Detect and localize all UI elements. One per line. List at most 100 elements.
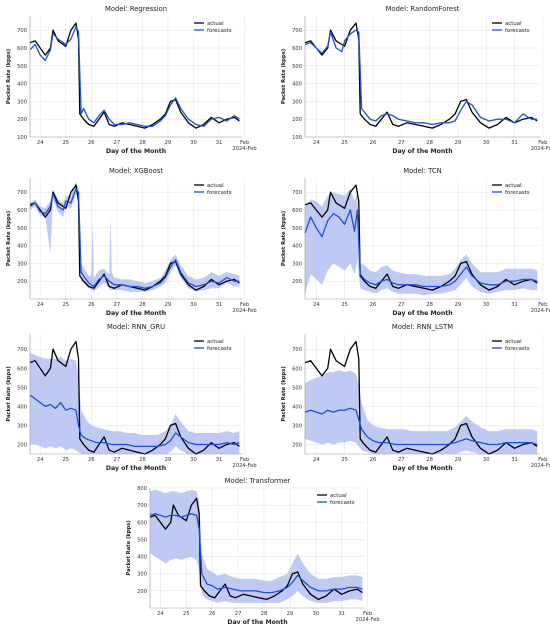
x-axis-label: Day of the Month <box>106 310 166 317</box>
x-axis-label: Day of the Month <box>106 465 166 472</box>
legend-label-forecasts: forecasts <box>207 28 232 34</box>
x-axis-label: Day of the Month <box>392 465 452 472</box>
legend-box <box>191 180 241 197</box>
x-axis-label: Day of the Month <box>106 148 166 155</box>
x-tick-label: 30 <box>483 457 490 463</box>
y-tick-label: 700 <box>17 28 27 34</box>
series-line-forecasts <box>304 29 538 126</box>
x-axis-label: Day of the Month <box>392 148 452 155</box>
series-line-forecasts <box>29 26 240 127</box>
x-tick-label: 26 <box>370 457 377 463</box>
plot-area <box>30 16 242 137</box>
y-tick-label: 500 <box>17 64 27 70</box>
y-tick-label: 600 <box>292 46 302 52</box>
y-axis-label: Packet Rate (kpps) <box>281 211 287 266</box>
x-tick-label: 31 <box>216 302 223 308</box>
y-tick-label: 200 <box>292 442 302 448</box>
x-tick-label: 26 <box>88 140 95 146</box>
y-tick-label: 200 <box>17 279 27 285</box>
x-tick-label: 24 <box>313 140 320 146</box>
y-axis-label: Packet Rate (kpps) <box>6 49 12 104</box>
y-tick-label: 600 <box>17 46 27 52</box>
y-tick-label: 700 <box>17 190 27 196</box>
forecast-interval-band <box>305 188 538 296</box>
legend-label-actual: actual <box>207 21 224 27</box>
legend-label-actual: actual <box>207 183 224 189</box>
y-tick-label: 200 <box>17 117 27 123</box>
x-tick-label: 27 <box>398 457 405 463</box>
x-tick-label: 30 <box>483 140 490 146</box>
chart-panel: 200 300 400 500 600 700 24 25 26 27 28 29 30 31 Feb 202… <box>281 167 550 317</box>
x-tick-label: 24 <box>313 457 320 463</box>
y-tick-label: 500 <box>292 64 302 70</box>
x-tick-label: 28 <box>139 140 146 146</box>
x-tick-label: 25 <box>62 302 69 308</box>
y-tick-label: 300 <box>137 572 147 578</box>
y-tick-label: 700 <box>292 190 302 196</box>
chart-title: Model: Regression <box>105 5 167 13</box>
y-tick-label: 700 <box>137 503 147 509</box>
y-tick-label: 400 <box>137 555 147 561</box>
x-tick-label: 31 <box>511 457 518 463</box>
y-tick-label: 500 <box>17 226 27 232</box>
y-tick-label: 600 <box>137 520 147 526</box>
forecast-interval-band <box>30 353 240 454</box>
x-tick-label: 28 <box>426 457 433 463</box>
chart-panel: 100 200 300 400 500 600 700 24 25 26 27 28 29 30 31 Feb… <box>281 5 550 155</box>
y-tick-label: 200 <box>137 589 147 595</box>
x-tick-label: 31 <box>511 140 518 146</box>
x-tick-label: 25 <box>62 457 69 463</box>
x-axis-label: Day of the Month <box>227 619 287 624</box>
y-tick-label: 600 <box>292 208 302 214</box>
y-axis-label: Packet Rate (kpps) <box>281 49 287 104</box>
chart-panel: 200 300 400 500 600 700 24 25 26 27 28 29 30 31 Feb 202… <box>281 323 550 472</box>
chart-panel: 200 300 400 500 600 700 800 24 25 26 27 28 29 30 31 Feb… <box>126 477 380 624</box>
y-tick-label: 100 <box>292 135 302 141</box>
legend-label-actual: actual <box>505 183 522 189</box>
x-tick-label: 25 <box>183 611 190 617</box>
legend-label-actual: actual <box>330 493 347 499</box>
y-tick-label: 400 <box>17 82 27 88</box>
x-tick-label: 27 <box>114 140 121 146</box>
y-tick-label: 600 <box>17 208 27 214</box>
y-tick-label: 500 <box>137 537 147 543</box>
legend-box <box>489 180 539 197</box>
y-tick-label: 400 <box>17 404 27 410</box>
x-tick-label: 29 <box>455 457 462 463</box>
series-line-actual <box>304 184 538 291</box>
chart-panel: 200 300 400 500 600 700 24 25 26 27 28 29 30 31 Feb 202… <box>6 167 257 317</box>
y-tick-label: 700 <box>17 347 27 353</box>
y-tick-label: 100 <box>17 135 27 141</box>
x-tick-label: 26 <box>88 457 95 463</box>
y-tick-label: 400 <box>17 244 27 250</box>
y-tick-label: 300 <box>17 261 27 267</box>
x-tick-label: 30 <box>190 140 197 146</box>
y-tick-label: 300 <box>17 423 27 429</box>
y-tick-label: 400 <box>292 404 302 410</box>
y-axis-label: Packet Rate (kpps) <box>126 520 132 575</box>
legend-box <box>489 336 539 353</box>
x-tick-label: 28 <box>261 611 268 617</box>
y-tick-label: 500 <box>292 385 302 391</box>
chart-title: Model: TCN <box>403 167 441 175</box>
x-tick-label: 26 <box>370 302 377 308</box>
y-tick-label: 300 <box>17 99 27 105</box>
x-tick-label: 25 <box>62 140 69 146</box>
x-tick-label: 24 <box>313 302 320 308</box>
x-tick-label: 27 <box>114 302 121 308</box>
series-line-actual <box>304 22 538 129</box>
y-tick-label: 600 <box>17 366 27 372</box>
x-tick-label: 26 <box>370 140 377 146</box>
x-tick-label: 26 <box>209 611 216 617</box>
series-line-forecasts <box>304 209 538 288</box>
x-tick-label: 31 <box>216 140 223 146</box>
y-tick-label: 200 <box>17 442 27 448</box>
